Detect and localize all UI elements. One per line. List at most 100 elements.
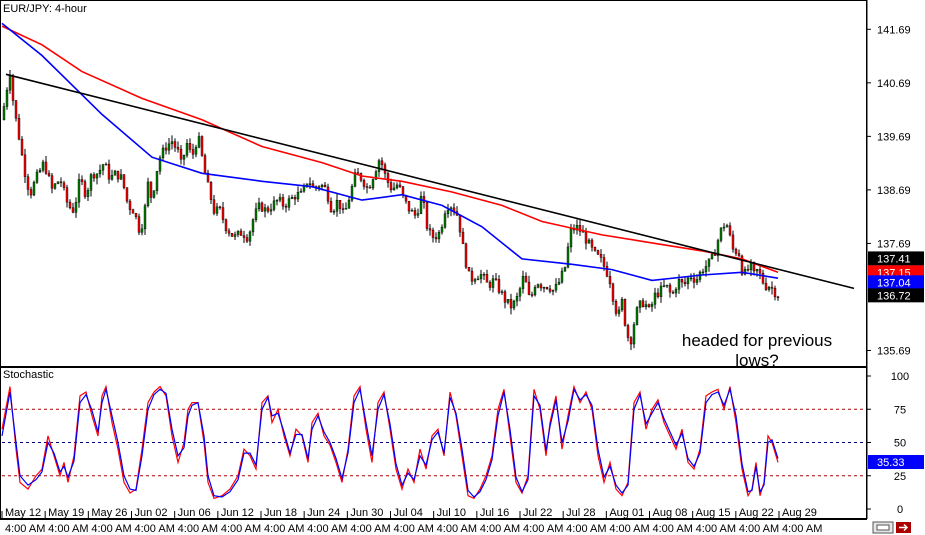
- candle-body: [746, 269, 750, 271]
- candle-body: [119, 174, 123, 180]
- candle-body: [110, 175, 114, 180]
- stoch-title-bg: [1, 368, 53, 381]
- candle-body: [80, 179, 84, 182]
- x-time-label: 4:00 AM: [480, 523, 520, 535]
- candle-body: [716, 240, 720, 256]
- candle-body: [71, 207, 75, 213]
- candle-body: [185, 143, 189, 156]
- candle-body: [89, 174, 93, 191]
- candle-body: [146, 181, 150, 206]
- x-time-label: 4:00 AM: [609, 523, 649, 535]
- x-date-label: Jul 10: [437, 507, 466, 519]
- price-title-bg: [1, 1, 83, 15]
- candle-body: [5, 89, 9, 107]
- candle-body: [83, 181, 87, 197]
- x-date-label: May 26: [91, 507, 127, 519]
- candle-body: [605, 266, 609, 277]
- candle-body: [215, 206, 219, 214]
- candle-body: [431, 229, 435, 238]
- candle-body: [566, 246, 570, 268]
- candle-body: [155, 170, 159, 191]
- candle-body: [275, 199, 279, 202]
- candle-body: [473, 279, 477, 282]
- candle-body: [602, 257, 606, 267]
- x-date-label: Jun 18: [264, 507, 297, 519]
- stochastic-series-line: [1, 386, 779, 498]
- x-time-label: 4:00 AM: [523, 523, 563, 535]
- candle-body: [104, 163, 108, 166]
- candle-body: [380, 160, 384, 165]
- candle-body: [545, 287, 549, 290]
- candle-body: [656, 292, 660, 297]
- candle-body: [467, 266, 471, 272]
- candle-body: [68, 201, 72, 208]
- candle-body: [143, 205, 147, 230]
- candle-body: [290, 197, 294, 199]
- x-time-label: 4:00 AM: [566, 523, 606, 535]
- candle-body: [512, 300, 516, 309]
- candle-body: [737, 253, 741, 257]
- x-date-label: Jun 02: [135, 507, 168, 519]
- candle-body: [245, 237, 249, 242]
- x-date-label: Jul 28: [566, 507, 595, 519]
- candle-body: [368, 187, 372, 189]
- candle-body: [20, 139, 24, 156]
- candle-body: [29, 189, 33, 196]
- candle-body: [224, 219, 228, 232]
- candle-body: [653, 292, 657, 305]
- candle-body: [389, 182, 393, 191]
- candle-body: [308, 183, 312, 185]
- shift-right-icon[interactable]: [896, 522, 911, 533]
- candle-body: [434, 237, 438, 240]
- candle-body: [281, 197, 285, 207]
- x-time-label: 4:00 AM: [782, 523, 822, 535]
- candle-body: [446, 209, 450, 215]
- candle-body: [548, 288, 552, 292]
- candle-body: [740, 255, 744, 275]
- candle-body: [587, 239, 591, 244]
- candle-body: [500, 291, 504, 293]
- candle-body: [206, 172, 210, 183]
- candle-body: [74, 202, 78, 213]
- candle-body: [23, 154, 27, 177]
- candle-body: [425, 202, 429, 229]
- stochastic-layer: [1, 384, 866, 500]
- candle-body: [353, 172, 357, 187]
- candle-body: [323, 184, 327, 188]
- candle-body: [485, 274, 489, 283]
- candle-body: [527, 281, 531, 295]
- stoch-value-tag-bg: [868, 455, 924, 470]
- candle-body: [719, 227, 723, 241]
- candle-body: [170, 141, 174, 145]
- candle-body: [8, 75, 12, 91]
- candle-body: [749, 262, 753, 271]
- candle-body: [776, 296, 780, 299]
- candle-body: [257, 202, 261, 210]
- candle-body: [140, 228, 144, 233]
- candle-body: [479, 274, 483, 280]
- price-tick-label: 140.69: [877, 78, 911, 90]
- candle-body: [254, 208, 258, 220]
- candle-body: [2, 106, 6, 120]
- candle-body: [710, 254, 714, 259]
- candle-body: [41, 161, 45, 171]
- candle-body: [725, 225, 729, 228]
- candle-body: [269, 209, 273, 212]
- candle-body: [392, 187, 396, 191]
- x-date-label: Jun 30: [350, 507, 383, 519]
- candle-body: [401, 186, 405, 196]
- candle-body: [416, 213, 420, 216]
- stoch-tick-label: 25: [894, 471, 906, 483]
- candle-body: [197, 136, 201, 148]
- candle-body: [233, 234, 237, 237]
- candle-body: [338, 199, 342, 209]
- candle-body: [359, 173, 363, 181]
- x-time-label: 4:00 AM: [394, 523, 434, 535]
- candle-body: [350, 186, 354, 201]
- candle-body: [11, 75, 15, 101]
- price-tick-label: 141.69: [877, 24, 911, 36]
- candle-body: [638, 300, 642, 308]
- candle-body: [35, 171, 39, 183]
- candle-body: [542, 287, 546, 289]
- scroll-toggle-icon[interactable]: [872, 521, 894, 534]
